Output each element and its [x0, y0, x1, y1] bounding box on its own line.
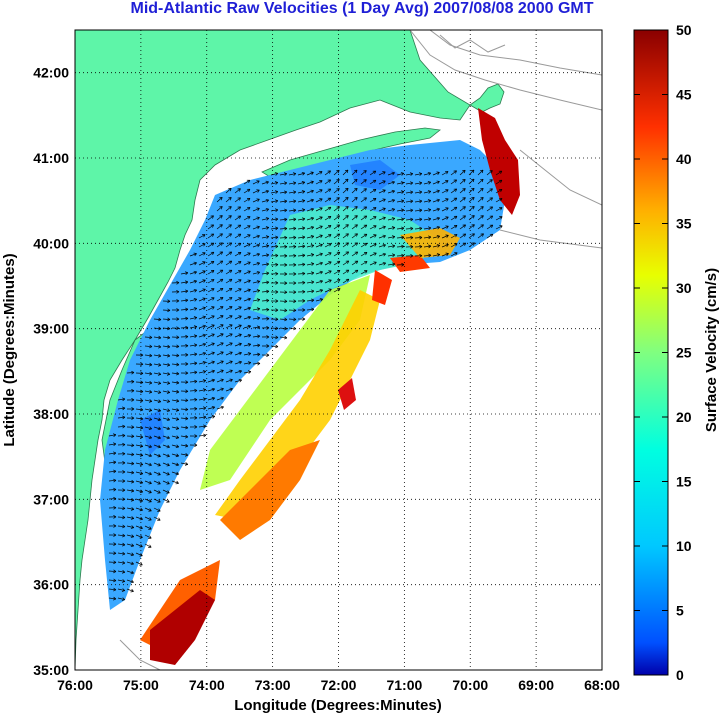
x-tick-label: 73:00: [255, 677, 291, 693]
colorbar-tick-label: 25: [676, 345, 692, 361]
grid-lines: [75, 30, 602, 670]
colorbar-tick-label: 45: [676, 87, 692, 103]
y-tick-label: 39:00: [33, 321, 69, 337]
y-axis-label: Latitude (Degrees:Minutes): [1, 253, 18, 446]
y-tick-label: 41:00: [33, 150, 69, 166]
bathymetry-contours: [119, 30, 602, 670]
y-tick-label: 38:00: [33, 406, 69, 422]
x-tick-label: 76:00: [57, 677, 93, 693]
colorbar-ticks: 0 5 10 15 20 25 30 35 40 45 50: [634, 22, 692, 683]
cape-cod: [469, 83, 505, 113]
colorbar-tick-label: 20: [676, 409, 692, 425]
y-tick-label: 37:00: [33, 491, 69, 507]
colorbar-tick-label: 15: [676, 474, 692, 490]
colorbar-tick-label: 30: [676, 280, 692, 296]
x-tick-label: 70:00: [452, 677, 488, 693]
x-tick-label: 68:00: [584, 677, 620, 693]
x-tick-label: 72:00: [321, 677, 357, 693]
y-tick-label: 36:00: [33, 577, 69, 593]
colorbar-tick-label: 5: [676, 603, 684, 619]
colorbar-tick-label: 50: [676, 22, 692, 38]
y-tick-label: 35:00: [33, 662, 69, 678]
colorbar-tick-label: 10: [676, 538, 692, 554]
x-tick-label: 71:00: [386, 677, 422, 693]
colorbar-label: Surface Velocity (cm/s): [703, 268, 720, 432]
velocity-field: [100, 108, 520, 665]
y-tick-label: 40:00: [33, 235, 69, 251]
x-tick-label: 75:00: [123, 677, 159, 693]
colorbar-tick-label: 35: [676, 216, 692, 232]
colorbar-tick-label: 40: [676, 151, 692, 167]
colorbar-tick-label: 0: [676, 667, 684, 683]
y-tick-label: 42:00: [33, 65, 69, 81]
plot-frame: [74, 29, 603, 671]
y-axis-ticks: 35:00 36:00 37:00 38:00 39:00 40:00 41:00 42:00: [33, 65, 69, 678]
x-tick-label: 74:00: [189, 677, 225, 693]
land-mass: [75, 30, 471, 670]
velocity-arrows: [108, 169, 503, 601]
x-axis-ticks: 76:00 75:00 74:00 73:00 72:00 71:00 70:00 69:00…: [57, 677, 620, 693]
map-title: Mid-Atlantic Raw Velocities (1 Day Avg) …: [130, 0, 594, 17]
x-tick-label: 69:00: [518, 677, 554, 693]
x-axis-label: Longitude (Degrees:Minutes): [234, 697, 442, 714]
